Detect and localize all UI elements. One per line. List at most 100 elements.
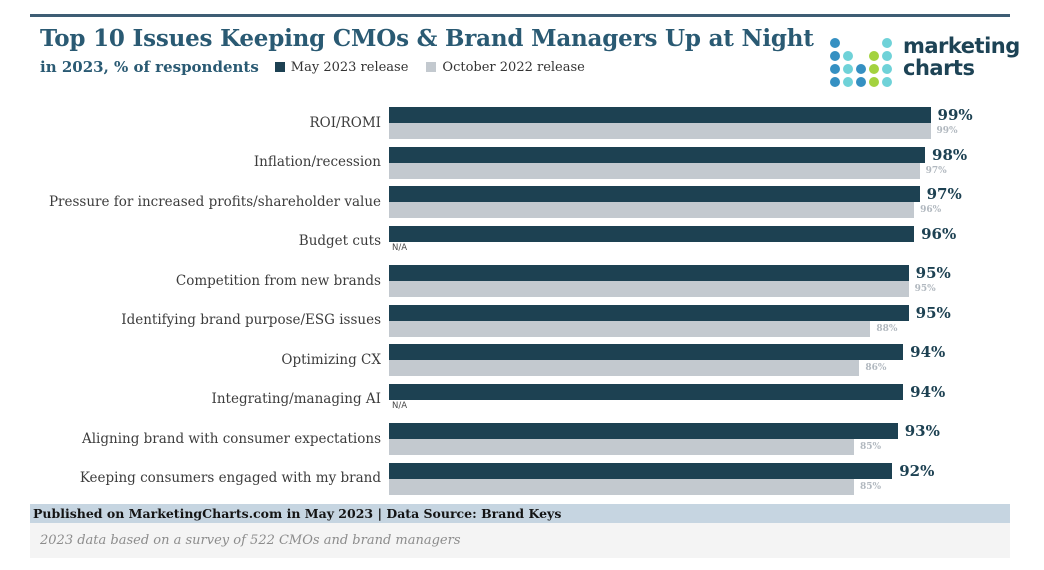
chart-row: Budget cuts 96% N/A [30, 225, 1020, 258]
value-label-oct: 85% [859, 481, 882, 492]
legend-label-may: May 2023 release [290, 59, 409, 75]
published-bar: Published on MarketingCharts.com in May … [30, 504, 1010, 523]
value-label-may: 95% [915, 264, 951, 282]
bar-line-oct: 85% [389, 478, 934, 495]
value-label-may: 94% [910, 382, 946, 401]
bar-oct [389, 320, 871, 337]
category-label: Competition from new brands [175, 272, 381, 289]
bar-line-may: 99% [389, 106, 973, 124]
bar-group: 99% 99% [389, 106, 973, 139]
logo-text: marketing charts [903, 34, 1020, 80]
bar-oct [389, 281, 909, 297]
value-label-may: 98% [932, 145, 968, 164]
logo-dot-icon [830, 77, 840, 87]
logo-line2: charts [903, 55, 975, 80]
bar-line-may: 95% [389, 264, 951, 282]
legend-item-may: May 2023 release [274, 59, 409, 75]
value-label-may: 95% [915, 303, 951, 322]
logo-dot-icon [856, 77, 866, 87]
bar-group: 98% 97% [389, 145, 968, 179]
bar-line-oct: 88% [389, 320, 951, 337]
value-label-oct: 97% [925, 165, 947, 176]
value-label-may: 92% [899, 461, 935, 480]
bar-line-may: 95% [389, 303, 951, 322]
bar-line-may: 92% [389, 461, 935, 480]
source-note: 2023 data based on a survey of 522 CMOs … [30, 523, 1010, 558]
logo-dots-icon [830, 38, 892, 87]
logo-dot-icon [830, 64, 840, 74]
chart-row: Integrating/managing AI 94% N/A [30, 382, 1020, 416]
chart-row: Inflation/recession 98% 97% [30, 145, 1020, 179]
logo-dot-icon [856, 64, 866, 74]
value-label-oct: 86% [865, 363, 887, 373]
bar-group: 93% 85% [389, 422, 940, 455]
legend-label-oct: October 2022 release [442, 59, 585, 75]
value-label-oct: 99% [936, 126, 958, 136]
logo-dot-icon [882, 64, 892, 74]
marketingcharts-logo: marketing charts [830, 34, 1020, 87]
chart-subtitle: in 2023, % of respondents [40, 58, 259, 76]
bar-may [389, 146, 926, 163]
bar-line-oct: N/A [389, 242, 956, 258]
bar-group: 92% 85% [389, 461, 935, 495]
bar-line-may: 93% [389, 422, 940, 440]
bar-may [389, 383, 904, 400]
na-label: N/A [392, 242, 408, 253]
legend-item-oct: October 2022 release [426, 59, 585, 75]
bar-line-may: 94% [389, 343, 946, 361]
category-label: Pressure for increased profits/sharehold… [48, 193, 381, 210]
category-label: Optimizing CX [281, 351, 381, 368]
value-label-oct: 96% [920, 205, 942, 215]
bar-chart: ROI/ROMI 99% 99% Inflation/recession 98% 97% P… [30, 106, 1020, 502]
value-label-oct: 88% [876, 323, 898, 334]
value-label-oct: 85% [859, 442, 882, 452]
bar-line-may: 98% [389, 145, 968, 164]
page-title: Top 10 Issues Keeping CMOs & Brand Manag… [40, 25, 814, 52]
logo-dot-icon [830, 51, 840, 61]
legend-swatch-may-icon [274, 62, 285, 72]
bar-may [389, 423, 898, 439]
chart-row: Competition from new brands 95% 95% [30, 264, 1020, 297]
logo-dot-icon [843, 38, 853, 48]
bar-line-oct: N/A [389, 400, 945, 416]
logo-dot-icon [882, 77, 892, 87]
logo-dot-icon [830, 38, 840, 48]
category-label: Identifying brand purpose/ESG issues [121, 312, 381, 329]
bar-may [389, 225, 915, 242]
subtitle-row: in 2023, % of respondents May 2023 relea… [40, 58, 814, 76]
bar-may [389, 304, 909, 321]
bar-line-oct: 95% [389, 281, 951, 297]
logo-dot-icon [856, 38, 866, 48]
logo-dot-icon [843, 64, 853, 74]
bar-line-oct: 97% [389, 162, 967, 179]
bar-group: 97% 96% [389, 185, 962, 218]
value-label-may: 99% [937, 106, 973, 124]
bar-oct [389, 202, 915, 218]
bar-line-oct: 86% [389, 360, 945, 376]
value-label-may: 94% [910, 343, 946, 361]
bar-may [389, 186, 920, 202]
bar-line-oct: 85% [389, 439, 940, 455]
bar-line-may: 97% [389, 185, 962, 203]
chart-row: Optimizing CX 94% 86% [30, 343, 1020, 376]
logo-dot-icon [869, 51, 879, 61]
logo-dot-icon [869, 77, 879, 87]
logo-dot-icon [843, 51, 853, 61]
top-divider [30, 14, 1010, 17]
chart-row: Identifying brand purpose/ESG issues 95% 8… [30, 303, 1020, 337]
category-label: Inflation/recession [253, 154, 381, 171]
bar-group: 95% 95% [389, 264, 951, 297]
bar-oct [389, 360, 860, 376]
value-label-may: 97% [926, 185, 962, 203]
category-label: Keeping consumers engaged with my brand [79, 470, 381, 487]
legend: May 2023 release October 2022 release [274, 59, 585, 75]
value-label-may: 93% [904, 422, 940, 440]
bar-line-may: 96% [389, 225, 956, 243]
category-label: ROI/ROMI [309, 114, 381, 131]
bar-line-oct: 96% [389, 202, 962, 218]
logo-line1: marketing [903, 34, 1020, 58]
na-label: N/A [392, 400, 408, 411]
bar-oct [389, 478, 854, 495]
bar-line-oct: 99% [389, 123, 973, 139]
bar-oct [389, 439, 854, 455]
